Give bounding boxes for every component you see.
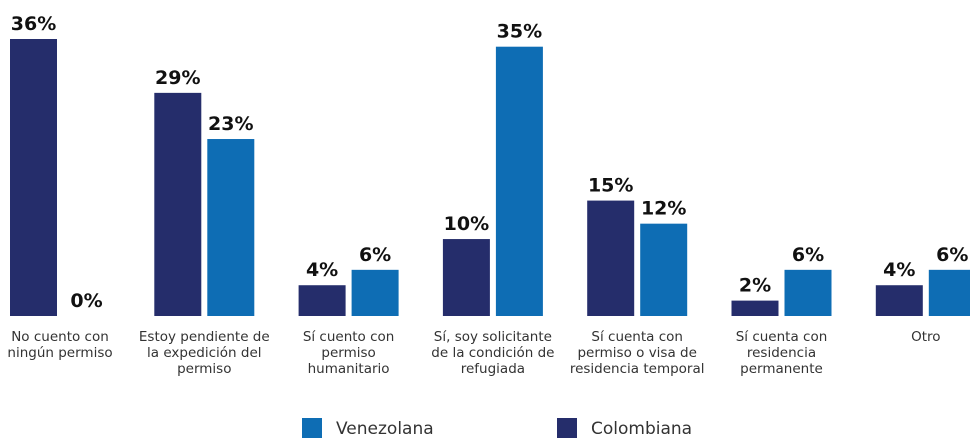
legend-label: Venezolana: [336, 419, 434, 439]
bar: [495, 46, 543, 316]
x-tick-label: Sí cuenta con residencia permanente: [735, 329, 828, 377]
x-tick-label: Estoy pendiente de la expedición del per…: [138, 329, 270, 377]
x-tick-label: Otro: [911, 329, 941, 345]
x-tick-label: Sí, soy solicitante de la condición de r…: [431, 329, 555, 377]
value-label: 15%: [588, 175, 633, 197]
value-label: 6%: [792, 244, 824, 266]
bar: [587, 200, 635, 316]
bar: [442, 239, 490, 316]
bar: [207, 139, 255, 316]
value-label: 4%: [883, 259, 915, 281]
value-label: 35%: [497, 21, 542, 43]
value-label: 36%: [11, 13, 56, 35]
bar: [784, 269, 832, 316]
bar: [298, 285, 346, 316]
value-label: 12%: [641, 198, 686, 220]
bar: [10, 39, 57, 316]
value-label: 10%: [444, 213, 489, 235]
value-label: 2%: [739, 275, 771, 297]
x-tick-label: Sí cuento con permiso humanitario: [302, 329, 395, 377]
value-label: 6%: [936, 244, 968, 266]
bar: [154, 92, 202, 316]
bar: [640, 223, 688, 316]
bar: [928, 269, 970, 316]
bar: [731, 300, 779, 316]
legend-swatch: [557, 418, 577, 438]
legend-label: Colombiana: [591, 419, 692, 439]
bar: [351, 269, 399, 316]
bar: [875, 285, 923, 316]
value-label: 4%: [306, 259, 338, 281]
value-label: 23%: [208, 113, 253, 135]
x-tick-label: No cuento con ningún permiso: [7, 329, 113, 361]
value-label: 0%: [70, 290, 102, 312]
value-label: 6%: [359, 244, 391, 266]
x-tick-label: Sí cuenta con permiso o visa de residenc…: [569, 329, 705, 377]
legend-swatch: [302, 418, 322, 438]
value-label: 29%: [155, 67, 200, 89]
